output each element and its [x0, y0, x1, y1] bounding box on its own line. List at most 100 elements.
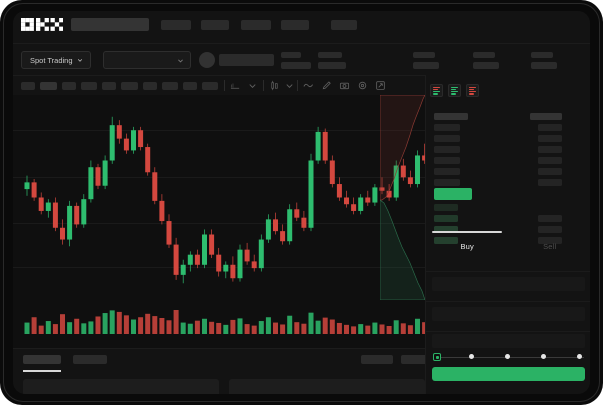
- ticker-stat-value: [281, 62, 311, 69]
- slider-handle[interactable]: [433, 353, 441, 361]
- candlestick-chart[interactable]: [13, 95, 425, 300]
- svg-text:ıl: ıl: [231, 83, 234, 89]
- orderbook-bid-amount: [538, 215, 562, 222]
- interval-chip[interactable]: [81, 82, 97, 90]
- depth-chart-overlay: [380, 95, 425, 300]
- interval-chip[interactable]: [102, 82, 116, 90]
- trading-app-screen: Spot Trading: [13, 11, 590, 394]
- order-amount-percent-slider[interactable]: [433, 353, 584, 361]
- pair-avatar: [199, 52, 215, 68]
- chart-gridline: [13, 223, 425, 224]
- orderbook-mode-asks-icon[interactable]: [466, 84, 479, 97]
- header-search-input[interactable]: [71, 18, 149, 31]
- interval-chip[interactable]: [40, 82, 57, 90]
- chevron-down-icon: [77, 59, 82, 62]
- orderbook-last-price-highlight: [434, 188, 472, 200]
- ticker-stat-label: [318, 52, 342, 58]
- interval-chip[interactable]: [143, 82, 157, 90]
- interval-chip[interactable]: [21, 82, 35, 90]
- pencil-draw-icon[interactable]: [321, 80, 332, 91]
- bottom-action-1[interactable]: [361, 355, 393, 364]
- app-header: [13, 11, 590, 43]
- orderbook-list[interactable]: [426, 101, 590, 244]
- ticker-stat-value: [318, 62, 346, 69]
- order-form-divider: [426, 331, 590, 332]
- nav-item-4[interactable]: [281, 20, 309, 30]
- bottom-tab-active-underline: [23, 370, 61, 372]
- order-form-divider: [426, 301, 590, 302]
- interval-chip[interactable]: [121, 82, 138, 90]
- line-wave-icon[interactable]: [303, 80, 314, 91]
- orderbook-bid-row[interactable]: [434, 237, 458, 244]
- interval-chip[interactable]: [162, 82, 178, 90]
- orderbook-mode-both-icon[interactable]: [430, 84, 443, 97]
- chart-gridline: [13, 177, 425, 178]
- buy-sell-tabs: Buy Sell: [426, 235, 590, 257]
- slider-node-100[interactable]: [577, 354, 582, 359]
- interval-chip[interactable]: [183, 82, 197, 90]
- chevron-down-icon[interactable]: [247, 80, 258, 91]
- nav-item-2[interactable]: [201, 20, 229, 30]
- chart-type-icon[interactable]: [269, 80, 280, 91]
- nav-item-3[interactable]: [241, 20, 271, 30]
- okx-logo[interactable]: [21, 18, 63, 31]
- bottom-action-2[interactable]: [401, 355, 433, 364]
- chart-toolbar: ıl: [13, 75, 425, 95]
- order-form-divider: [426, 271, 590, 272]
- submit-buy-button[interactable]: [432, 367, 585, 381]
- orderbook-ask-amount: [538, 157, 562, 164]
- toolbar-divider: [224, 80, 225, 91]
- ticker-stat-label: [281, 52, 301, 58]
- chevron-down-icon[interactable]: [284, 80, 295, 91]
- tab-sell[interactable]: Sell: [543, 241, 557, 251]
- orderbook-ask-row[interactable]: [434, 157, 460, 164]
- settings-gear-icon[interactable]: [357, 80, 368, 91]
- trading-pair-select[interactable]: [103, 51, 191, 69]
- orderbook-ask-row[interactable]: [434, 124, 460, 131]
- order-price-field[interactable]: [432, 277, 585, 291]
- orderbook-mode-switcher: [430, 84, 479, 97]
- orderbook-ask-row[interactable]: [434, 179, 460, 186]
- orderbook-bid-row[interactable]: [434, 204, 458, 211]
- ticker-stat-4: [473, 52, 499, 69]
- orderbook-ask-row[interactable]: [434, 135, 460, 142]
- market-type-dropdown[interactable]: Spot Trading: [21, 51, 91, 69]
- market-type-label: Spot Trading: [30, 55, 73, 65]
- orderbook-ask-row[interactable]: [434, 168, 460, 175]
- tab-buy[interactable]: Buy: [460, 241, 475, 251]
- toolbar-divider: [263, 80, 264, 91]
- bottom-tab-1[interactable]: [23, 355, 61, 364]
- orderbook-header-amount: [530, 113, 562, 120]
- orderbook-bid-row[interactable]: [434, 215, 458, 222]
- ticker-stat-label: [413, 52, 435, 58]
- orderbook-mode-bids-icon[interactable]: [448, 84, 461, 97]
- slider-node-50[interactable]: [505, 354, 510, 359]
- order-amount-field[interactable]: [432, 307, 585, 321]
- orderbook-bid-amount: [538, 237, 562, 244]
- orderbook-ask-amount: [538, 124, 562, 131]
- bottom-content-box-1: [23, 379, 219, 394]
- interval-chip[interactable]: [62, 82, 76, 90]
- orderbook-ask-amount: [538, 146, 562, 153]
- volume-series: [24, 310, 425, 334]
- orderbook-bid-row[interactable]: [434, 226, 458, 233]
- ticker-stat-1: [281, 52, 311, 69]
- nav-item-1[interactable]: [161, 20, 191, 30]
- chart-gridline: [13, 130, 425, 131]
- indicator-label-icon[interactable]: ıl: [230, 80, 241, 91]
- orderbook-bid-amount: [538, 226, 562, 233]
- ticker-stat-value: [413, 62, 439, 69]
- fullscreen-expand-icon[interactable]: [375, 80, 386, 91]
- nav-item-5[interactable]: [331, 20, 357, 30]
- bottom-tab-2[interactable]: [73, 355, 107, 364]
- slider-node-25[interactable]: [469, 354, 474, 359]
- orderbook-ask-row[interactable]: [434, 146, 460, 153]
- slider-node-75[interactable]: [541, 354, 546, 359]
- ticker-stat-label: [473, 52, 495, 58]
- order-total-field[interactable]: [432, 334, 585, 348]
- ticker-stat-3: [413, 52, 439, 69]
- market-subheader: Spot Trading: [13, 43, 590, 75]
- interval-chip[interactable]: [202, 82, 218, 90]
- camera-icon[interactable]: [339, 80, 350, 91]
